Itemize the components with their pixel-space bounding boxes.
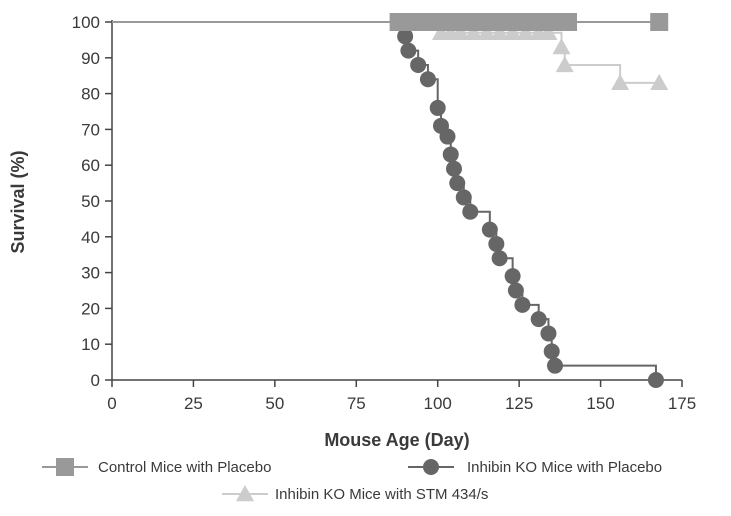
data-point-square [650, 13, 669, 31]
data-point-triangle [503, 23, 522, 40]
legend-label: Inhibin KO Mice with STM 434/s [275, 486, 488, 503]
data-point-triangle [477, 23, 496, 40]
y-tick-label: 20 [81, 299, 100, 318]
legend-label: Control Mice with Placebo [98, 459, 271, 476]
y-tick-label: 0 [91, 371, 100, 390]
y-tick-label: 80 [81, 85, 100, 104]
data-point-circle [410, 56, 427, 73]
y-tick-label: 40 [81, 228, 100, 247]
data-point-circle [543, 343, 560, 360]
y-tick-label: 50 [81, 192, 100, 211]
data-point-circle [462, 203, 479, 220]
axes: 0 10 20 30 40 50 60 70 80 90 100 0 25 50 75 100 125 150 17… [72, 13, 697, 413]
legend-label: Inhibin KO Mice with Placebo [467, 459, 662, 476]
data-point-triangle [451, 23, 470, 40]
data-point-triangle [552, 38, 571, 55]
data-point-square [559, 13, 577, 31]
data-point-circle [442, 146, 459, 163]
data-point-circle [449, 175, 466, 192]
data-point-triangle [490, 23, 509, 40]
data-point-circle [446, 160, 462, 177]
data-point-circle [530, 311, 547, 328]
x-tick-label: 175 [668, 394, 696, 413]
data-point-circle [491, 250, 508, 267]
y-axis-title: Survival (%) [8, 150, 28, 253]
series-circle [112, 21, 664, 388]
x-tick-label: 75 [347, 394, 366, 413]
legend-marker-triangle [236, 485, 254, 502]
legend-marker-circle [423, 459, 439, 475]
series-square [112, 13, 669, 31]
data-point-circle [429, 99, 446, 116]
x-tick-label: 125 [505, 394, 533, 413]
data-point-circle [514, 296, 531, 313]
legend-item: Inhibin KO Mice with Placebo [408, 459, 662, 476]
data-point-triangle [464, 23, 483, 40]
legend-item: Control Mice with Placebo [42, 458, 271, 476]
y-tick-label: 10 [81, 335, 100, 354]
data-point-circle [419, 71, 436, 88]
data-point-circle [400, 42, 417, 59]
legend: Control Mice with Placebo Inhibin KO Mice… [42, 458, 662, 503]
y-tick-label: 70 [81, 120, 100, 139]
data-point-circle [481, 221, 498, 238]
data-point-circle [439, 128, 456, 145]
x-axis-title: Mouse Age (Day) [324, 430, 469, 450]
data-point-circle [647, 372, 664, 388]
y-tick-label: 30 [81, 264, 100, 283]
legend-item: Inhibin KO Mice with STM 434/s [222, 485, 488, 503]
data-point-triangle [611, 73, 630, 91]
data-point-circle [507, 282, 524, 299]
x-tick-label: 100 [424, 394, 452, 413]
data-point-triangle [650, 73, 669, 91]
x-tick-label: 50 [265, 394, 284, 413]
y-tick-label: 100 [72, 13, 100, 32]
legend-marker-square [56, 458, 74, 476]
data-point-triangle [555, 55, 574, 73]
series-line-circle [112, 21, 657, 380]
x-tick-label: 0 [107, 394, 116, 413]
data-point-circle [546, 357, 563, 374]
data-point-circle [488, 235, 505, 252]
x-tick-label: 150 [586, 394, 614, 413]
plot-area [112, 13, 669, 388]
data-point-triangle [516, 23, 535, 40]
y-tick-label: 90 [81, 49, 100, 68]
data-point-circle [540, 325, 557, 342]
data-point-circle [397, 28, 414, 45]
data-point-circle [504, 268, 521, 285]
x-tick-label: 25 [184, 394, 203, 413]
data-point-triangle [539, 23, 558, 40]
series-line-triangle [112, 21, 660, 84]
y-tick-label: 60 [81, 156, 100, 175]
data-point-circle [455, 189, 472, 206]
series-triangle [112, 21, 669, 91]
